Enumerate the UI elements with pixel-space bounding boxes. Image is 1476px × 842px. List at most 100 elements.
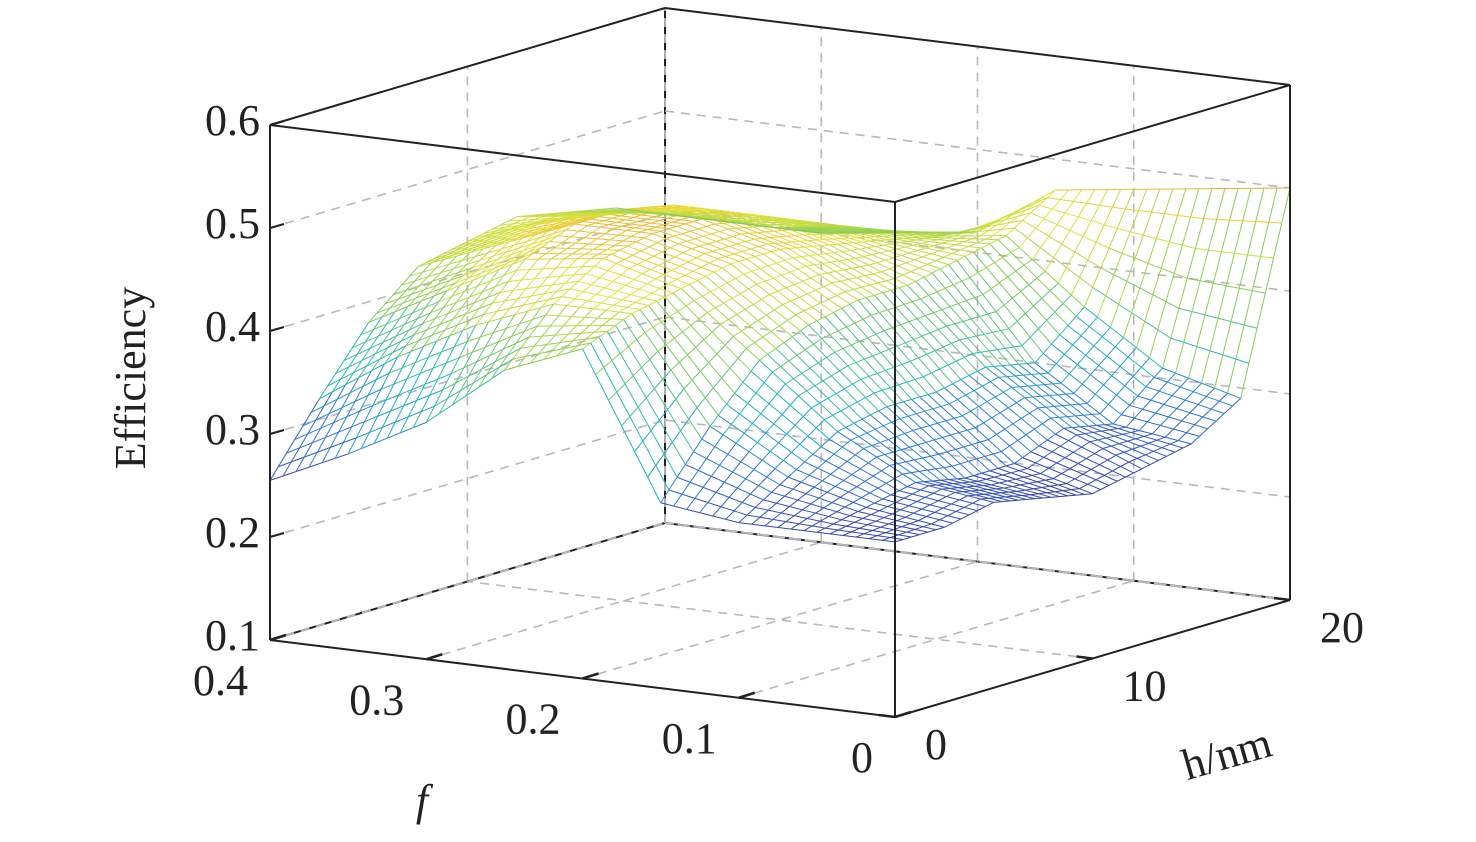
mesh-line xyxy=(899,231,978,234)
mesh-line xyxy=(1075,315,1155,378)
mesh-line xyxy=(368,266,419,323)
mesh-line xyxy=(545,314,624,321)
mesh-line xyxy=(389,341,468,374)
mesh-line xyxy=(549,241,628,247)
z-axis-label: Efficiency xyxy=(106,287,155,469)
mesh-line xyxy=(977,189,1056,233)
mesh-line xyxy=(998,372,1049,378)
mesh-line xyxy=(615,207,666,215)
mesh-line xyxy=(409,252,489,277)
mesh-line xyxy=(1060,327,1111,384)
surface-cell xyxy=(787,438,916,508)
z-tick-label: 0.3 xyxy=(205,405,260,454)
mesh-line xyxy=(373,346,424,444)
mesh-line xyxy=(595,332,646,375)
mesh-line xyxy=(800,330,880,412)
mesh-line xyxy=(912,415,963,431)
surface-cell xyxy=(1084,188,1213,369)
z-tick xyxy=(269,429,285,435)
x-tick xyxy=(582,672,599,680)
z-tick-label: 0.5 xyxy=(205,199,260,248)
mesh-line xyxy=(870,240,949,266)
surface-cell xyxy=(816,510,945,543)
mesh-line xyxy=(1005,465,1085,495)
grid-line xyxy=(269,419,666,538)
grid-line xyxy=(664,522,1291,601)
surface-cell xyxy=(425,303,555,423)
mesh-line xyxy=(557,235,637,243)
surface-cell xyxy=(964,465,1093,499)
mesh-line xyxy=(805,257,856,267)
mesh-line xyxy=(933,294,984,314)
mesh-line xyxy=(940,268,1019,365)
z-tick-label: 0.2 xyxy=(205,508,260,557)
grid-line xyxy=(426,541,822,661)
mesh-line xyxy=(742,214,822,247)
mesh-line xyxy=(956,478,1036,500)
z-tick xyxy=(269,223,285,229)
y-axis-label: h/nm xyxy=(1177,718,1277,790)
y-tick-label: 20 xyxy=(1320,603,1364,652)
surface-cell xyxy=(878,235,1007,261)
mesh-line xyxy=(566,207,616,213)
box-edge xyxy=(269,124,896,203)
mesh-line xyxy=(459,223,538,247)
y-tick xyxy=(1076,655,1093,660)
surface-cell xyxy=(915,478,1044,503)
surface-cell xyxy=(730,251,859,326)
mesh-line xyxy=(438,269,517,303)
mesh-line xyxy=(672,292,752,372)
surface-cell xyxy=(709,370,838,478)
mesh-line xyxy=(693,220,772,253)
surface-cell xyxy=(615,207,744,225)
mesh-line xyxy=(380,357,460,390)
mesh-line xyxy=(1047,316,1098,374)
grid-line xyxy=(269,522,666,641)
x-tick-label: 0.3 xyxy=(349,675,404,724)
mesh-line xyxy=(635,241,715,273)
mesh-line xyxy=(516,211,567,218)
mesh-line xyxy=(772,338,823,373)
surface-cell xyxy=(631,292,760,427)
surface-cell xyxy=(935,370,1065,464)
surface xyxy=(269,187,1291,543)
mesh-line xyxy=(750,370,830,440)
y-tick xyxy=(1273,596,1291,602)
mesh-line xyxy=(997,239,1077,317)
mesh-line xyxy=(857,511,937,531)
mesh-line xyxy=(892,488,942,515)
mesh-line xyxy=(1055,433,1134,474)
mesh-line xyxy=(890,494,970,516)
mesh-line xyxy=(742,381,822,448)
mesh-line xyxy=(508,273,587,282)
surface-cell xyxy=(467,215,596,243)
surface-cell xyxy=(857,287,986,393)
mesh-line xyxy=(833,312,912,400)
mesh-line xyxy=(927,394,1007,467)
mesh-line xyxy=(1203,218,1282,224)
x-tick-label: 0.2 xyxy=(506,695,561,744)
mesh-line xyxy=(1059,334,1139,397)
mesh-line xyxy=(1055,188,1134,191)
mesh-line xyxy=(644,300,695,333)
surface-cell xyxy=(660,434,789,524)
surface-cell xyxy=(907,264,1036,368)
mesh-line xyxy=(664,213,744,225)
x-tick-label: 0 xyxy=(851,733,873,782)
mesh-line xyxy=(1026,363,1106,426)
mesh-line xyxy=(417,241,468,267)
surface-cell xyxy=(446,223,575,292)
mesh-line xyxy=(907,486,986,507)
mesh-line xyxy=(734,392,814,455)
mesh-line xyxy=(919,396,999,469)
mesh-line xyxy=(1031,189,1083,260)
surface-cell xyxy=(866,485,994,528)
z-tick-label: 0.4 xyxy=(205,302,260,351)
z-tick-label: 0.1 xyxy=(205,611,260,660)
mesh-line xyxy=(1011,382,1062,388)
mesh-line xyxy=(644,237,723,269)
x-axis-label: f xyxy=(416,776,434,825)
mesh-line xyxy=(722,267,801,332)
mesh-line xyxy=(438,321,490,414)
z-tick-label: 0.6 xyxy=(205,96,260,145)
